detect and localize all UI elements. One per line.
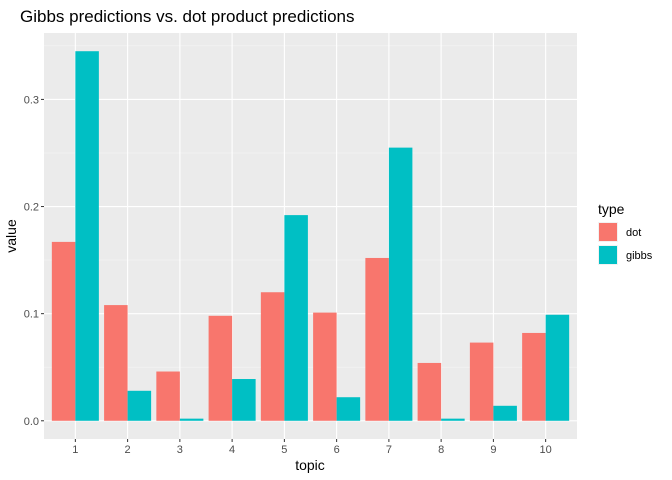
y-tick-label: 0.0 [24,416,39,428]
y-tick-label: 0.2 [24,202,39,214]
bar-dot [365,257,389,421]
x-tick-label: 8 [438,444,444,456]
x-tick-label: 6 [334,444,340,456]
legend: type dot gibbs [598,201,653,265]
legend-title: type [598,201,625,217]
x-tick-label: 7 [386,444,392,456]
y-tick-label: 0.1 [24,309,39,321]
bar-gibbs [75,51,99,421]
bar-gibbs [284,215,308,421]
chart-title: Gibbs predictions vs. dot product predic… [20,7,355,26]
legend-swatch-dot [599,223,617,241]
bar-dot [104,305,128,421]
bar-dot [313,312,337,421]
bar-gibbs [441,418,465,421]
legend-label-dot: dot [626,227,641,239]
legend-label-gibbs: gibbs [626,250,653,262]
x-tick-label: 10 [540,444,552,456]
x-axis: 1 2 3 4 5 6 7 8 9 10 [72,439,552,456]
x-tick-label: 3 [177,444,183,456]
x-tick-label: 9 [490,444,496,456]
bar-dot [522,332,546,421]
bar-gibbs [493,405,517,421]
legend-swatch-gibbs [599,246,617,264]
bar-dot [260,292,285,421]
bar-gibbs [127,390,152,421]
bar-dot [469,342,494,421]
bar-gibbs [545,314,570,421]
bars [51,51,570,421]
x-tick-label: 5 [281,444,287,456]
x-tick-label: 1 [72,444,78,456]
bar-gibbs [232,379,256,421]
bar-dot [417,362,442,421]
bar-dot [51,241,76,421]
bar-dot [208,315,233,421]
bar-dot [156,371,180,421]
bar-gibbs [179,418,204,421]
x-tick-label: 2 [125,444,131,456]
y-axis-title: value [3,219,19,253]
y-tick-label: 0.3 [24,94,39,106]
x-tick-label: 4 [229,444,235,456]
bar-gibbs [336,397,361,421]
bar-gibbs [388,147,413,421]
y-axis: 0.0 0.1 0.2 0.3 [24,94,44,428]
x-axis-title: topic [295,457,325,473]
